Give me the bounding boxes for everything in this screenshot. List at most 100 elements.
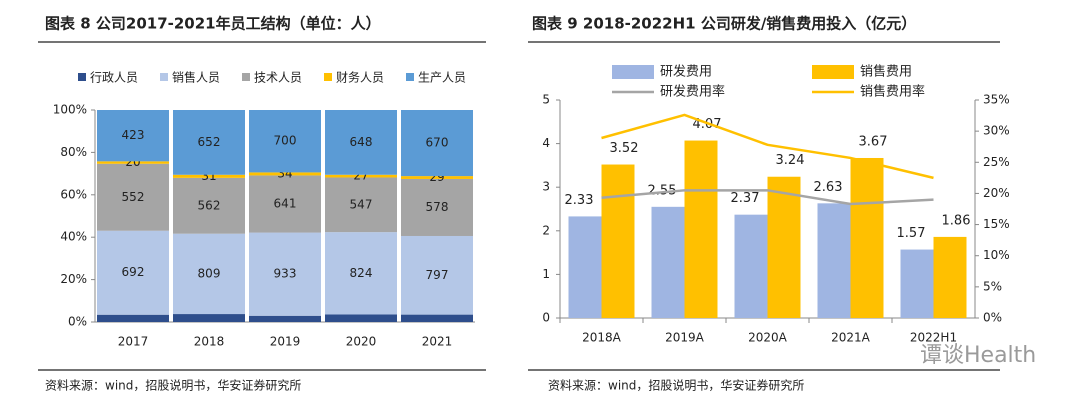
y2-tick-label: 35% [983, 93, 1010, 107]
legend-swatch [812, 65, 854, 79]
bar-segment [401, 314, 473, 322]
legend-label: 行政人员 [90, 71, 138, 85]
y2-tick-label: 30% [983, 124, 1010, 138]
data-label: 578 [426, 200, 449, 214]
bar-segment [325, 314, 397, 322]
y2-tick-label: 15% [983, 217, 1010, 231]
bar [933, 236, 967, 318]
data-label: 670 [426, 136, 449, 150]
y-tick-label: 1 [542, 267, 550, 281]
bar-segment [325, 177, 397, 233]
data-label: 692 [122, 265, 145, 279]
bar-segment [249, 315, 321, 322]
data-label: 797 [426, 268, 449, 282]
y-tick-label: 80% [60, 145, 87, 159]
y-tick-label: 2 [542, 223, 550, 237]
data-label: 552 [122, 190, 145, 204]
legend-label: 技术人员 [254, 71, 302, 85]
data-label: 809 [198, 266, 221, 280]
data-label: 1.57 [897, 226, 926, 241]
data-label: 648 [350, 135, 373, 149]
y2-tick-label: 25% [983, 155, 1010, 169]
bar-segment [173, 233, 245, 315]
legend-swatch [78, 73, 86, 81]
y-tick-label: 4 [542, 136, 550, 150]
bar-segment [325, 174, 397, 178]
data-label: 547 [350, 197, 373, 211]
chart-title: 图表 9 2018-2022H1 公司研发/销售费用投入（亿元） [532, 15, 916, 33]
bar-segment [97, 161, 169, 164]
data-label: 652 [198, 135, 221, 149]
legend-swatch [324, 73, 332, 81]
data-label: 562 [198, 198, 221, 212]
x-tick-label: 2018 [194, 335, 225, 349]
bar [817, 203, 851, 318]
legend-swatch [612, 65, 654, 79]
x-tick-label: 2020A [748, 331, 788, 345]
data-label: 700 [274, 134, 297, 148]
bar-segment [325, 110, 397, 175]
source-note: 资料来源：wind，招股说明书，华安证券研究所 [548, 378, 804, 393]
bar [651, 206, 685, 318]
y2-tick-label: 5% [983, 279, 1002, 293]
data-label: 641 [274, 197, 297, 211]
bar-segment [97, 314, 169, 322]
bar-segment [249, 232, 321, 316]
data-label: 2.33 [565, 193, 594, 208]
data-label: 933 [274, 267, 297, 281]
x-tick-label: 2019A [665, 331, 705, 345]
bar-segment [401, 176, 473, 179]
bar-segment [97, 163, 169, 231]
x-tick-label: 2021A [831, 331, 871, 345]
x-tick-label: 2017 [118, 335, 149, 349]
legend-swatch [406, 73, 414, 81]
chart-title: 图表 8 公司2017-2021年员工结构（单位：人） [45, 15, 381, 33]
bar-segment [401, 110, 473, 177]
legend-label: 财务人员 [336, 70, 384, 85]
bar [850, 157, 884, 318]
y-tick-label: 3 [542, 180, 550, 194]
bar-segment [401, 235, 473, 315]
data-label: 3.67 [859, 134, 888, 149]
bar-segment [97, 110, 169, 162]
x-tick-label: 2019 [270, 335, 301, 349]
bar-segment [173, 174, 245, 178]
y-tick-label: 40% [60, 230, 87, 244]
bar [734, 214, 768, 318]
y2-tick-label: 0% [983, 311, 1002, 325]
legend-swatch [242, 73, 250, 81]
bar-segment [249, 172, 321, 176]
bar [601, 164, 635, 318]
data-label: 2.37 [731, 191, 760, 206]
data-label: 2.63 [814, 180, 843, 195]
data-label: 3.52 [610, 141, 639, 156]
data-label: 824 [350, 266, 373, 280]
legend-label: 生产人员 [418, 71, 466, 85]
bar-segment [173, 314, 245, 322]
bar [568, 216, 602, 318]
y-tick-label: 0 [542, 311, 550, 325]
y-tick-label: 0% [68, 315, 87, 329]
legend-label: 销售费用 [860, 64, 912, 80]
y-tick-label: 5 [542, 93, 550, 107]
bar-segment [97, 230, 169, 315]
bar-segment [401, 178, 473, 236]
x-tick-label: 2018A [582, 331, 622, 345]
bar-segment [325, 232, 397, 315]
bar-segment [173, 110, 245, 175]
y2-tick-label: 20% [983, 186, 1010, 200]
x-tick-label: 2021 [422, 335, 453, 349]
legend-label: 销售费用率 [860, 84, 925, 100]
bar [684, 140, 718, 318]
y2-tick-label: 10% [983, 248, 1010, 262]
data-label: 3.24 [776, 153, 805, 168]
bar-segment [173, 177, 245, 234]
x-tick-label: 2022H1 [910, 331, 957, 345]
data-label: 1.86 [942, 213, 971, 228]
legend-label: 研发费用 [660, 64, 712, 80]
line [601, 189, 934, 206]
source-note: 资料来源：wind，招股说明书，华安证券研究所 [45, 378, 301, 393]
bar-segment [249, 110, 321, 173]
y-tick-label: 100% [53, 103, 87, 117]
